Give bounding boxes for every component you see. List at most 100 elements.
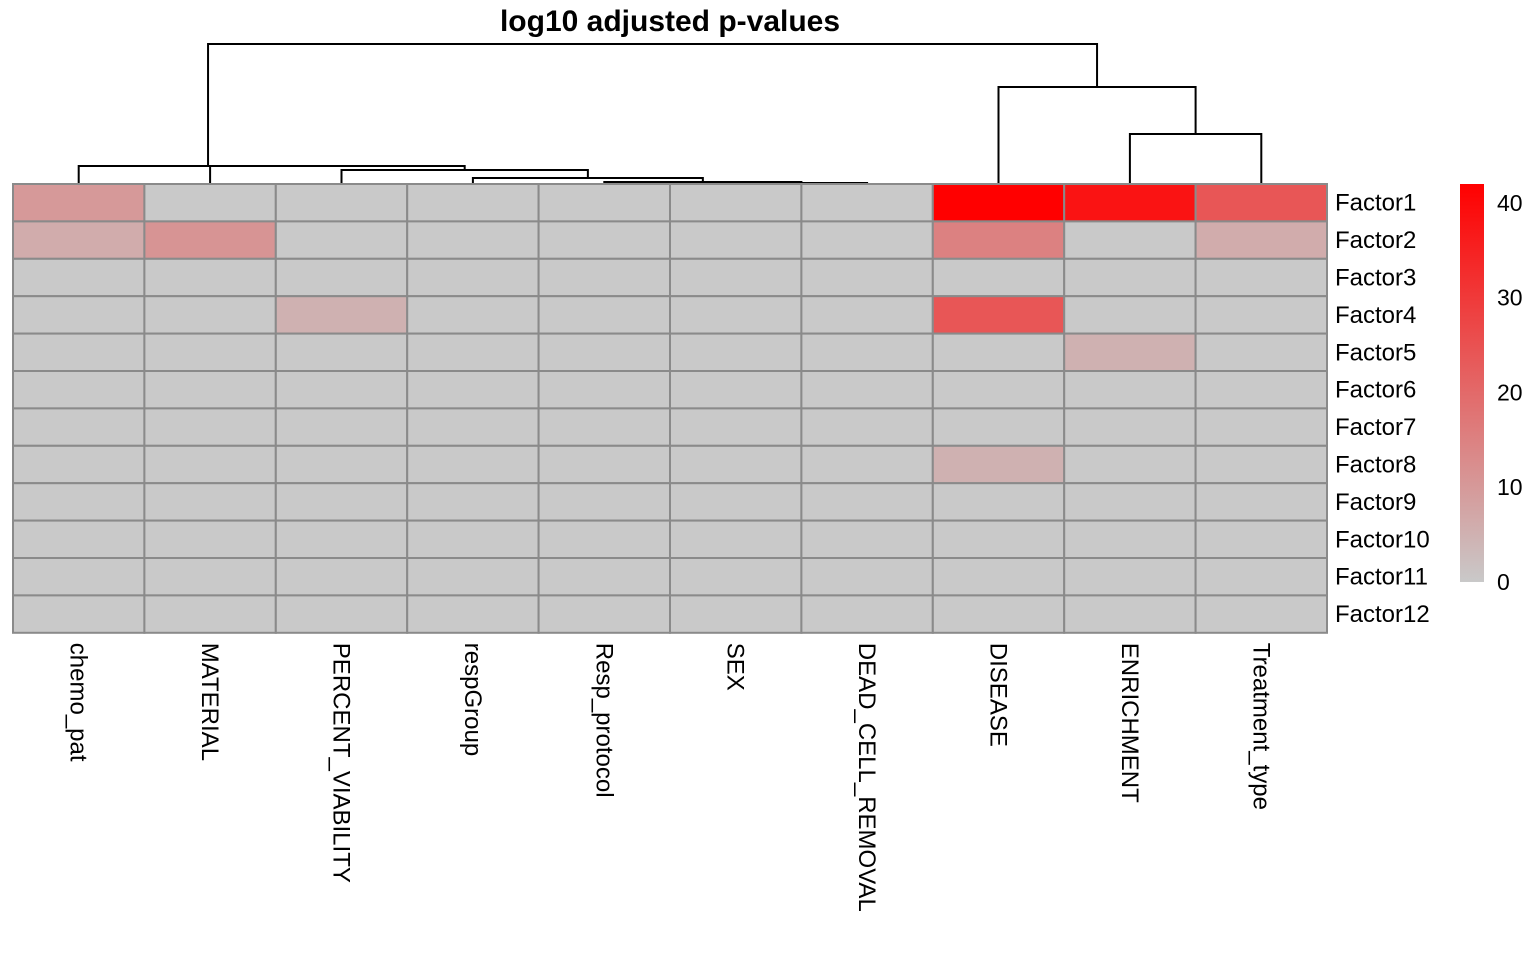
column-label: DEAD_CELL_REMOVAL bbox=[853, 643, 880, 912]
column-label: ENRICHMENT bbox=[1116, 643, 1143, 803]
column-label: MATERIAL bbox=[196, 643, 223, 761]
heatmap-cell bbox=[1063, 370, 1197, 410]
row-label: Factor8 bbox=[1335, 452, 1416, 479]
heatmap-cell bbox=[537, 519, 671, 559]
heatmap-cell bbox=[406, 594, 540, 634]
row-label: Factor7 bbox=[1335, 414, 1416, 441]
heatmap-cell bbox=[931, 594, 1066, 634]
row-label: Factor10 bbox=[1335, 526, 1430, 553]
column-label: Treatment_type bbox=[1247, 643, 1274, 810]
heatmap-cell bbox=[12, 332, 146, 373]
color-scale-tick-label: 20 bbox=[1497, 379, 1523, 405]
heatmap-cell bbox=[931, 295, 1066, 335]
row-label: Factor6 bbox=[1335, 377, 1416, 404]
heatmap-cell bbox=[143, 257, 277, 298]
heatmap-cell bbox=[1063, 519, 1197, 559]
color-legend: 0 10 20 30 40 bbox=[1460, 184, 1523, 595]
column-dendrogram bbox=[77, 43, 1263, 184]
dendrogram-branch bbox=[77, 165, 338, 184]
heatmap-cell bbox=[1194, 557, 1328, 597]
heatmap-cell bbox=[800, 519, 934, 559]
column-label: respGroup bbox=[459, 643, 486, 756]
heatmap-cell bbox=[274, 257, 409, 298]
heatmap-cell bbox=[143, 444, 277, 485]
heatmap-cell bbox=[1194, 220, 1328, 260]
heatmap-cell bbox=[12, 594, 146, 634]
heatmap-cell bbox=[1194, 444, 1328, 485]
heatmap-cell bbox=[274, 295, 409, 335]
heatmap-cell bbox=[1063, 482, 1197, 522]
column-label: chemo_pat bbox=[65, 643, 92, 762]
heatmap-cell bbox=[931, 519, 1066, 559]
heatmap-cell bbox=[1063, 594, 1197, 634]
color-scale-ticks: 0 10 20 30 40 bbox=[1497, 190, 1523, 595]
heatmap-cell bbox=[143, 407, 277, 447]
heatmap-cell bbox=[274, 407, 409, 447]
heatmap-cell bbox=[274, 220, 409, 260]
heatmap-cell bbox=[669, 407, 803, 447]
heatmap-cell bbox=[669, 220, 803, 260]
heatmap-cell bbox=[12, 557, 146, 597]
heatmap-cell bbox=[143, 519, 277, 559]
heatmap-cell bbox=[537, 220, 671, 260]
heatmap-cell bbox=[143, 183, 277, 223]
heatmap-cell bbox=[931, 444, 1066, 485]
heatmap-cell bbox=[931, 220, 1066, 260]
heatmap-cell bbox=[800, 594, 934, 634]
heatmap-cell bbox=[537, 370, 671, 410]
heatmap-cell bbox=[1194, 295, 1328, 335]
heatmap-cell bbox=[800, 257, 934, 298]
row-labels: Factor1 Factor2 Factor3 Factor4 Factor5 Facto… bbox=[1335, 190, 1430, 628]
heatmap-cell bbox=[406, 519, 540, 559]
heatmap-cell bbox=[143, 295, 277, 335]
heatmap-cell bbox=[800, 370, 934, 410]
heatmap-cell bbox=[274, 332, 409, 373]
color-scale-tick-label: 10 bbox=[1497, 474, 1523, 500]
heatmap-cell bbox=[669, 370, 803, 410]
row-label: Factor2 bbox=[1335, 227, 1416, 254]
heatmap-cell bbox=[274, 557, 409, 597]
heatmap-cell bbox=[1063, 295, 1197, 335]
heatmap-cell bbox=[274, 519, 409, 559]
heatmap-cell bbox=[669, 332, 803, 373]
row-label: Factor9 bbox=[1335, 489, 1416, 516]
row-label: Factor1 bbox=[1335, 190, 1416, 217]
heatmap-cell bbox=[274, 370, 409, 410]
heatmap-cell bbox=[1194, 183, 1328, 223]
heatmap-cell bbox=[669, 519, 803, 559]
heatmap-cell bbox=[143, 594, 277, 634]
heatmap-cell bbox=[1063, 557, 1197, 597]
color-scale-tick-label: 30 bbox=[1497, 285, 1523, 311]
heatmap-cell bbox=[12, 482, 146, 522]
dendrogram-branch bbox=[1128, 133, 1263, 184]
heatmap-cell bbox=[406, 220, 540, 260]
heatmap-cell bbox=[537, 295, 671, 335]
heatmap-cell bbox=[1194, 257, 1328, 298]
heatmap-cell bbox=[931, 257, 1066, 298]
heatmap-cell bbox=[406, 183, 540, 223]
heatmap-cell bbox=[143, 220, 277, 260]
heatmap-cell bbox=[931, 407, 1066, 447]
heatmap-cell bbox=[143, 557, 277, 597]
heatmap-cell bbox=[406, 295, 540, 335]
dendrogram-branch bbox=[207, 43, 1099, 166]
column-label: SEX bbox=[722, 643, 749, 691]
heatmap-cell bbox=[800, 220, 934, 260]
heatmap-cell bbox=[800, 557, 934, 597]
chart-title: log10 adjusted p-values bbox=[500, 5, 840, 38]
heatmap-cell bbox=[1063, 220, 1197, 260]
column-label: DISEASE bbox=[985, 643, 1012, 747]
heatmap-cell bbox=[12, 519, 146, 559]
heatmap-cell bbox=[406, 557, 540, 597]
heatmap-cell bbox=[537, 482, 671, 522]
heatmap-cell bbox=[12, 444, 146, 485]
heatmap-cell bbox=[669, 557, 803, 597]
dendrogram-branch bbox=[997, 86, 1197, 184]
row-label: Factor4 bbox=[1335, 302, 1416, 329]
heatmap-cell bbox=[1194, 594, 1328, 634]
heatmap-cell bbox=[406, 332, 540, 373]
column-label: PERCENT_VIABILITY bbox=[328, 643, 355, 883]
heatmap-cell bbox=[274, 183, 409, 223]
heatmap-cell bbox=[406, 407, 540, 447]
row-label: Factor5 bbox=[1335, 339, 1416, 366]
